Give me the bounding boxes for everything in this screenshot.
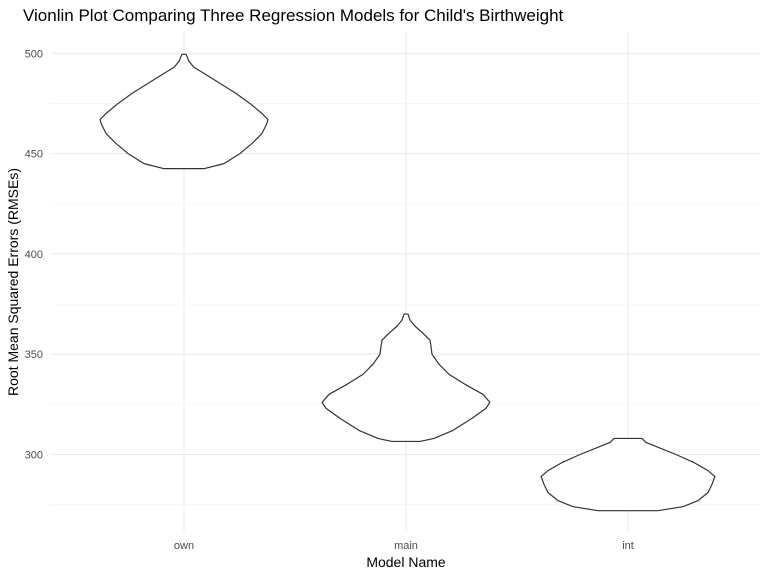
x-tick-labels: own main int [174, 540, 634, 552]
violin-own [99, 53, 269, 170]
x-axis-title: Model Name [366, 554, 446, 570]
violin-main [321, 313, 491, 443]
y-tick-label: 500 [25, 48, 43, 60]
violins [99, 53, 716, 512]
x-tick-label: main [394, 540, 418, 552]
y-tick-label: 350 [25, 349, 43, 361]
y-tick-label: 450 [25, 149, 43, 161]
y-tick-label: 300 [25, 450, 43, 462]
chart-title: Vionlin Plot Comparing Three Regression … [23, 6, 564, 25]
y-tick-label: 400 [25, 249, 43, 261]
y-tick-labels: 300 350 400 450 500 [25, 48, 43, 461]
x-tick-label: int [622, 540, 634, 552]
x-tick-label: own [174, 540, 194, 552]
y-axis-title: Root Mean Squared Errors (RMSEs) [5, 168, 21, 396]
violin-int [540, 437, 716, 512]
